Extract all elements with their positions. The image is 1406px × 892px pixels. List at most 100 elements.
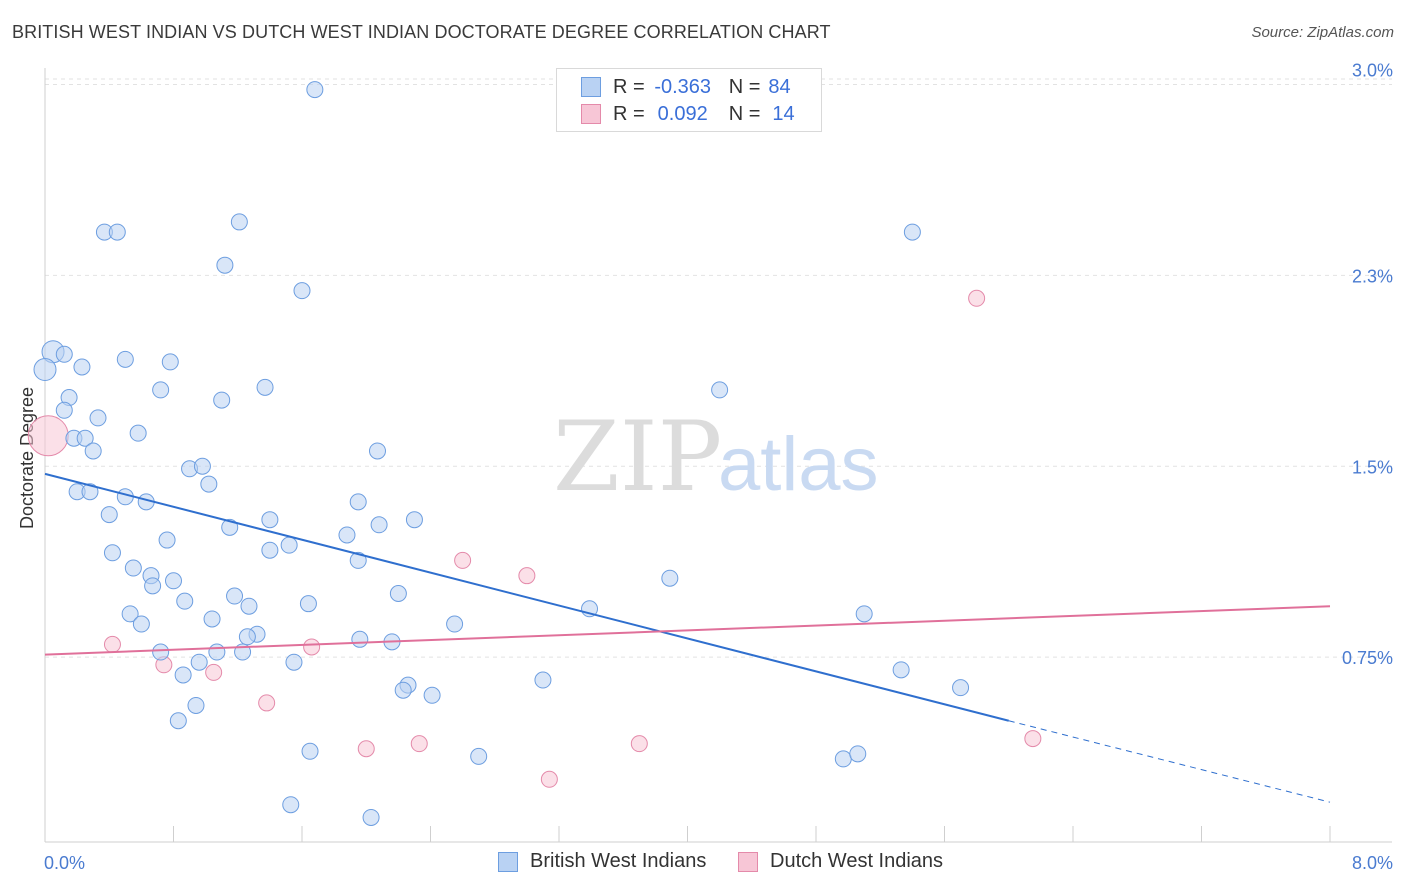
data-point: [193, 457, 211, 475]
chart-title: BRITISH WEST INDIAN VS DUTCH WEST INDIAN…: [12, 22, 831, 42]
y-tick-label: 3.0%: [1352, 61, 1393, 81]
x-tick-labels: 0.0% 8.0%: [44, 853, 1393, 873]
data-point: [349, 493, 367, 511]
legend-swatch-blue: [581, 77, 601, 97]
data-point: [165, 572, 182, 590]
legend-swatch-pink: [581, 104, 601, 124]
data-point: [221, 518, 239, 536]
data-point: [368, 442, 386, 460]
data-point: [81, 483, 99, 501]
x-tick-label: 0.0%: [44, 853, 85, 873]
data-point: [454, 551, 472, 569]
legend-n-value: 14: [772, 102, 795, 125]
legend-item-dutch-west-indians[interactable]: Dutch West Indians: [738, 850, 943, 873]
data-point: [55, 401, 73, 419]
data-point: [349, 551, 367, 569]
data-point: [256, 378, 274, 396]
data-point: [174, 666, 192, 684]
y-tick-label: 1.5%: [1352, 457, 1393, 477]
legend-series-name: British West Indians: [530, 850, 707, 872]
data-point: [129, 424, 147, 442]
data-point: [423, 686, 441, 704]
legend-r-value: 0.092: [657, 102, 708, 125]
data-point: [306, 81, 324, 99]
data-point: [73, 358, 91, 376]
data-point: [84, 442, 102, 460]
legend-item-british-west-indians[interactable]: British West Indians: [498, 850, 706, 873]
data-point: [203, 610, 221, 628]
y-tick-labels: 0.75% 1.5% 2.3% 3.0%: [1342, 61, 1393, 669]
data-point: [849, 745, 867, 763]
data-point: [103, 544, 121, 562]
data-point: [187, 696, 205, 714]
correlation-legend: R = -0.363 N = 84 R = 0.092 N = 14: [556, 68, 822, 132]
y-tick-label: 0.75%: [1342, 648, 1393, 668]
data-point: [100, 506, 118, 524]
legend-n-label: N =: [728, 102, 761, 125]
data-point: [630, 735, 648, 753]
data-point: [534, 671, 552, 689]
legend-row-british: R = -0.363 N = 84: [581, 75, 791, 99]
legend-r-value: -0.363: [654, 75, 712, 98]
legend-n-label: N =: [728, 75, 761, 98]
chart-source: Source: ZipAtlas.com: [1251, 24, 1394, 41]
watermark-zip: ZIP: [553, 401, 722, 513]
trendline-british-extension: [1008, 720, 1331, 803]
data-point: [446, 615, 464, 633]
data-point: [834, 750, 852, 768]
data-point: [144, 577, 162, 595]
watermark-atlas: atlas: [718, 422, 879, 507]
data-point: [213, 391, 231, 409]
data-point: [470, 747, 488, 765]
data-point: [124, 559, 142, 577]
series-legend: British West Indians Dutch West Indians: [0, 850, 1406, 878]
data-point: [205, 663, 223, 681]
data-point: [161, 353, 179, 371]
data-point: [240, 597, 258, 615]
legend-swatch-pink: [738, 851, 758, 872]
data-point: [238, 628, 256, 646]
y-axis-label: Doctorate Degree: [17, 387, 37, 529]
legend-r-label: R =: [613, 102, 645, 125]
data-point: [208, 643, 226, 661]
data-point: [301, 742, 319, 760]
data-point: [121, 605, 139, 623]
data-point: [108, 223, 126, 241]
data-point: [76, 429, 94, 447]
data-point: [968, 289, 986, 307]
data-point: [952, 679, 970, 697]
data-point: [216, 256, 234, 274]
data-point: [711, 381, 729, 399]
data-point: [282, 796, 300, 814]
data-point: [280, 536, 298, 554]
data-point: [303, 638, 321, 656]
data-point: [293, 282, 311, 300]
legend-swatch-blue: [498, 851, 518, 872]
data-point: [370, 516, 388, 534]
data-point: [200, 475, 218, 493]
data-point: [152, 643, 170, 661]
data-point: [389, 585, 407, 602]
data-point: [132, 615, 150, 633]
data-point: [892, 661, 910, 679]
data-point: [518, 567, 536, 585]
data-point: [285, 653, 303, 671]
data-point: [33, 358, 57, 382]
data-point: [362, 808, 380, 826]
data-point: [405, 511, 423, 529]
data-point: [103, 635, 121, 653]
data-point: [855, 605, 873, 623]
data-point: [27, 415, 69, 457]
data-point: [89, 409, 107, 427]
data-point: [258, 694, 276, 712]
trendline-dutch: [44, 605, 1331, 656]
data-point: [338, 526, 356, 544]
data-point: [661, 569, 679, 587]
data-point: [394, 681, 412, 699]
legend-n-value: 84: [768, 75, 791, 98]
trendline-british: [44, 472, 1009, 722]
data-point: [230, 213, 248, 231]
data-point: [410, 735, 428, 753]
trend-lines: [44, 472, 1331, 803]
data-point: [357, 740, 375, 758]
